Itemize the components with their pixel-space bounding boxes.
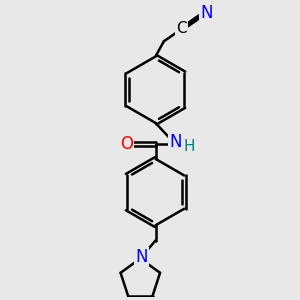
Text: N: N	[169, 133, 182, 151]
Text: N: N	[135, 248, 148, 266]
Text: C: C	[176, 21, 187, 36]
Text: N: N	[200, 4, 213, 22]
Text: O: O	[120, 135, 133, 153]
Text: H: H	[184, 139, 195, 154]
